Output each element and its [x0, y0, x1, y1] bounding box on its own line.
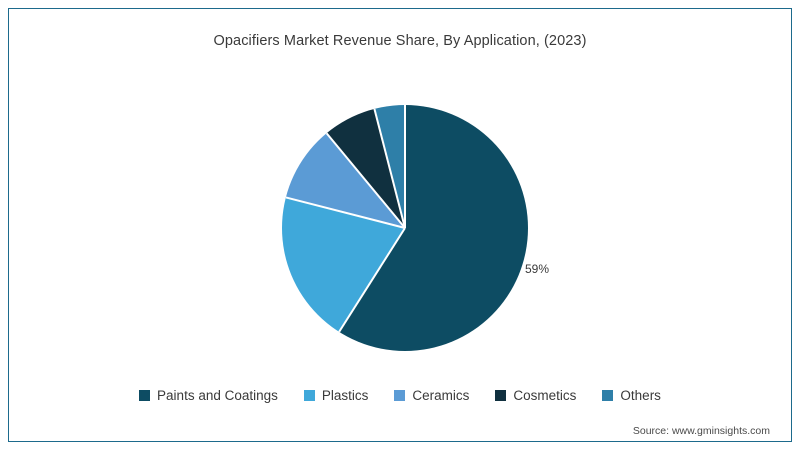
chart-legend: Paints and Coatings Plastics Ceramics Cosme… — [0, 388, 800, 403]
source-text: Source: www.gminsights.com — [632, 425, 770, 437]
data-label-paints-and-coatings: 59% — [525, 262, 550, 276]
legend-item[interactable]: Others — [602, 388, 661, 403]
pie-chart — [282, 105, 528, 351]
legend-swatch-icon — [495, 390, 507, 401]
legend-item-label: Others — [620, 388, 661, 403]
chart-title: Opacifiers Market Revenue Share, By Appl… — [213, 33, 587, 49]
legend-item-label: Cosmetics — [513, 388, 577, 403]
legend-swatch-icon — [602, 390, 614, 401]
legend-item[interactable]: Plastics — [303, 388, 369, 403]
legend-item[interactable]: Paints and Coatings — [139, 388, 278, 403]
legend-item-label: Plastics — [321, 388, 369, 403]
legend-swatch-icon — [394, 390, 406, 401]
legend-item[interactable]: Ceramics — [394, 388, 469, 403]
pie-slices — [282, 105, 528, 351]
legend-item-label: Ceramics — [412, 388, 470, 403]
legend-swatch-icon — [139, 390, 151, 401]
legend-item[interactable]: Cosmetics — [495, 388, 576, 403]
legend-swatch-icon — [303, 390, 315, 401]
legend-item-label: Paints and Coatings — [157, 388, 278, 403]
